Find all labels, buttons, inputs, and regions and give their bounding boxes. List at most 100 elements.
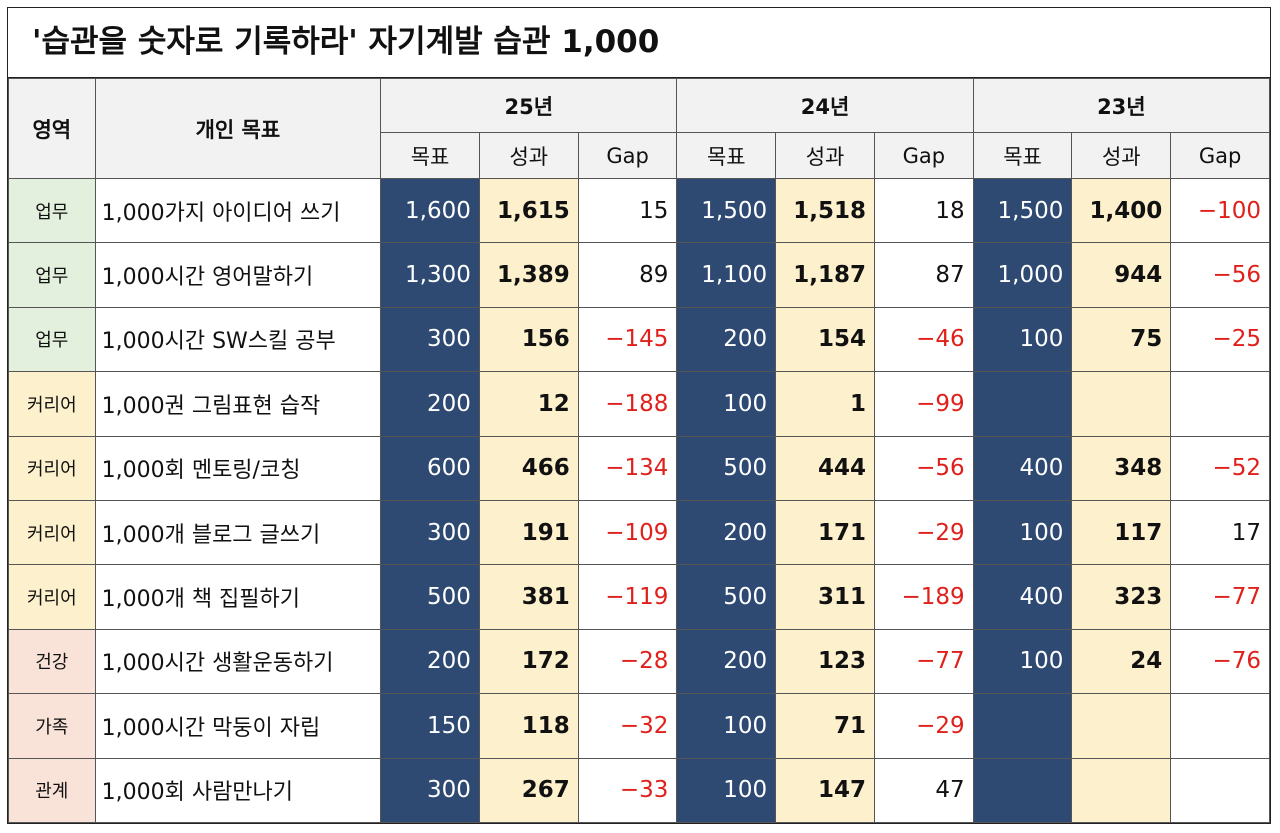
- gap-cell: −109: [577, 499, 678, 566]
- target-cell: 400: [972, 564, 1073, 630]
- gap-cell: [1170, 693, 1270, 759]
- header-year-25: 25년: [380, 78, 678, 133]
- result-cell: 154: [775, 306, 875, 373]
- target-cell: 300: [380, 306, 480, 373]
- area-cell: 가족: [8, 693, 96, 759]
- gap-cell: [1170, 371, 1270, 437]
- table-row: 업무 1,000가지 아이디어 쓰기 1,600 1,615 15 1,500 1,518 1…: [8, 177, 1270, 244]
- gap-cell: −76: [1170, 628, 1270, 695]
- subheader-target: 목표: [380, 132, 480, 179]
- result-cell: 1,518: [775, 177, 875, 244]
- table-body: 업무 1,000가지 아이디어 쓰기 1,600 1,615 15 1,500 1,518 1…: [8, 177, 1270, 823]
- target-cell: 200: [676, 628, 777, 695]
- area-cell: 건강: [8, 628, 96, 695]
- result-cell: 117: [1071, 499, 1172, 566]
- result-cell: 156: [478, 306, 579, 373]
- subheader-gap: Gap: [577, 132, 678, 179]
- result-cell: 75: [1071, 306, 1172, 373]
- target-cell: 400: [972, 435, 1073, 501]
- gap-cell: −52: [1170, 435, 1270, 501]
- gap-cell: −119: [577, 564, 678, 630]
- result-cell: 1,400: [1071, 177, 1172, 244]
- target-cell: 100: [676, 693, 777, 759]
- gap-cell: 47: [873, 757, 974, 823]
- result-cell: 466: [478, 435, 579, 501]
- result-cell: 1,615: [478, 177, 579, 244]
- goal-cell: 1,000권 그림표현 습작: [94, 371, 382, 437]
- area-cell: 관계: [8, 757, 96, 823]
- goal-cell: 1,000시간 SW스킬 공부: [94, 306, 382, 373]
- result-cell: 12: [478, 371, 579, 437]
- gap-cell: −46: [873, 306, 974, 373]
- target-cell: 1,500: [972, 177, 1073, 244]
- target-cell: [972, 757, 1073, 823]
- result-cell: 172: [478, 628, 579, 695]
- subheader-target: 목표: [972, 132, 1073, 179]
- header-year-24: 24년: [676, 78, 974, 133]
- goal-cell: 1,000시간 영어말하기: [94, 242, 382, 308]
- target-cell: [972, 693, 1073, 759]
- area-cell: 업무: [8, 242, 96, 308]
- result-cell: [1071, 371, 1172, 437]
- table-row: 커리어 1,000개 책 집필하기 500 381 −119 500 311 −189 400 3…: [8, 564, 1270, 630]
- table-row: 업무 1,000시간 영어말하기 1,300 1,389 89 1,100 1,187 87 1…: [8, 242, 1270, 308]
- target-cell: 200: [676, 499, 777, 566]
- result-cell: 1,389: [478, 242, 579, 308]
- sheet-title: '습관을 숫자로 기록하라' 자기계발 습관 1,000: [8, 8, 1270, 78]
- gap-cell: 15: [577, 177, 678, 244]
- target-cell: 1,600: [380, 177, 480, 244]
- goal-cell: 1,000개 블로그 글쓰기: [94, 499, 382, 566]
- subheader-gap: Gap: [873, 132, 974, 179]
- gap-cell: −145: [577, 306, 678, 373]
- target-cell: 100: [972, 306, 1073, 373]
- target-cell: 200: [380, 371, 480, 437]
- target-cell: 200: [676, 306, 777, 373]
- gap-cell: −99: [873, 371, 974, 437]
- table-row: 가족 1,000시간 막둥이 자립 150 118 −32 100 71 −29: [8, 693, 1270, 759]
- gap-cell: −56: [1170, 242, 1270, 308]
- target-cell: 300: [380, 757, 480, 823]
- table-row: 커리어 1,000권 그림표현 습작 200 12 −188 100 1 −99: [8, 371, 1270, 437]
- area-cell: 커리어: [8, 435, 96, 501]
- table-row: 관계 1,000회 사람만나기 300 267 −33 100 147 47: [8, 757, 1270, 823]
- result-cell: 381: [478, 564, 579, 630]
- gap-cell: −134: [577, 435, 678, 501]
- result-cell: [1071, 757, 1172, 823]
- gap-cell: −189: [873, 564, 974, 630]
- target-cell: 300: [380, 499, 480, 566]
- subheader-gap: Gap: [1170, 132, 1270, 179]
- area-cell: 업무: [8, 306, 96, 373]
- gap-cell: −32: [577, 693, 678, 759]
- goal-cell: 1,000개 책 집필하기: [94, 564, 382, 630]
- target-cell: 100: [972, 499, 1073, 566]
- table-row: 업무 1,000시간 SW스킬 공부 300 156 −145 200 154 −46 100 7…: [8, 306, 1270, 373]
- result-cell: 323: [1071, 564, 1172, 630]
- target-cell: 1,000: [972, 242, 1073, 308]
- result-cell: 123: [775, 628, 875, 695]
- area-cell: 커리어: [8, 371, 96, 437]
- gap-cell: −100: [1170, 177, 1270, 244]
- goal-cell: 1,000회 멘토링/코칭: [94, 435, 382, 501]
- gap-cell: −56: [873, 435, 974, 501]
- result-cell: 147: [775, 757, 875, 823]
- table-row: 건강 1,000시간 생활운동하기 200 172 −28 200 123 −77 100 24−…: [8, 628, 1270, 695]
- result-cell: 944: [1071, 242, 1172, 308]
- table-row: 커리어 1,000개 블로그 글쓰기 300 191 −109 200 171 −29 100 1…: [8, 499, 1270, 566]
- result-cell: 1,187: [775, 242, 875, 308]
- result-cell: 311: [775, 564, 875, 630]
- target-cell: 200: [380, 628, 480, 695]
- result-cell: [1071, 693, 1172, 759]
- subheader-result: 성과: [1071, 132, 1172, 179]
- result-cell: 24: [1071, 628, 1172, 695]
- target-cell: 500: [676, 435, 777, 501]
- gap-cell: −28: [577, 628, 678, 695]
- target-cell: 1,100: [676, 242, 777, 308]
- target-cell: 500: [676, 564, 777, 630]
- gap-cell: −33: [577, 757, 678, 823]
- target-cell: 150: [380, 693, 480, 759]
- result-cell: 267: [478, 757, 579, 823]
- target-cell: 1,300: [380, 242, 480, 308]
- gap-cell: [1170, 757, 1270, 823]
- result-cell: 171: [775, 499, 875, 566]
- goal-cell: 1,000시간 막둥이 자립: [94, 693, 382, 759]
